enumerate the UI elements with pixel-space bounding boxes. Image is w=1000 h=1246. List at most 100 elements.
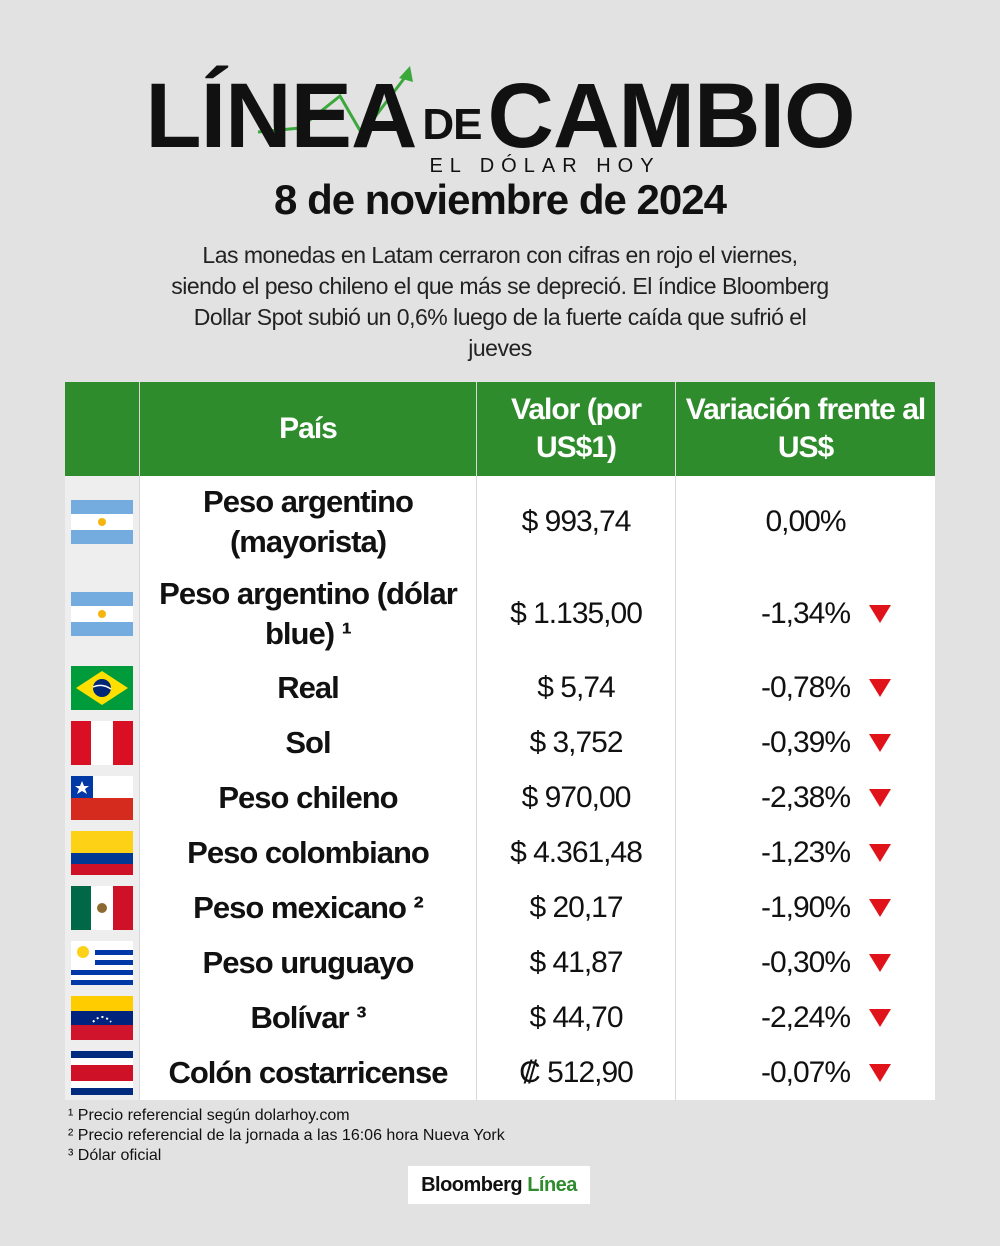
change-value: -2,38%: [760, 780, 851, 814]
flag-cell: [65, 715, 140, 770]
down-arrow-icon: [869, 733, 891, 752]
header-flag: [65, 382, 140, 476]
table-row: Colón costarricense ₡ 512,90 -0,07%: [65, 1045, 935, 1100]
flag-cell: [65, 880, 140, 935]
down-arrow-icon: [869, 605, 891, 623]
change-value: -0,78%: [760, 670, 851, 704]
flag-cell: [65, 990, 140, 1045]
change-cell: -0,30%: [675, 935, 935, 990]
date-heading: 8 de noviembre de 2024: [274, 176, 727, 223]
rate-value: $ 4.361,48: [476, 825, 676, 880]
change-value: -0,07%: [760, 1055, 851, 1089]
change-cell: -0,78%: [675, 660, 935, 715]
chile-flag-icon: [71, 775, 133, 820]
table-row: Peso colombiano $ 4.361,48 -1,23%: [65, 825, 935, 880]
change-cell: -1,90%: [675, 880, 935, 935]
table-row: Sol $ 3,752 -0,39%: [65, 715, 935, 770]
header-change: Variación frente al US$: [675, 382, 935, 476]
rate-value: $ 20,17: [476, 880, 676, 935]
table-row: Peso mexicano ² $ 20,17 -1,90%: [65, 880, 935, 935]
change-value: -1,90%: [760, 890, 851, 924]
uruguay-flag-icon: [71, 940, 133, 985]
table-row: Peso chileno $ 970,00 -2,38%: [65, 770, 935, 825]
change-value: -0,30%: [760, 945, 851, 979]
header-value: Valor (por US$1): [476, 382, 676, 476]
trend-arrow-icon: [257, 66, 413, 137]
logo-subtitle: EL DÓLAR HOY: [429, 155, 661, 177]
change-value: -2,24%: [760, 1000, 851, 1034]
rate-value: $ 41,87: [476, 935, 676, 990]
flag-cell: [65, 825, 140, 880]
logo: LÍNEA DECAMBIO EL DÓLAR HOY: [0, 60, 1000, 180]
change-cell: -1,23%: [675, 825, 935, 880]
bloomberg-linea-logo: Bloomberg Línea: [408, 1166, 590, 1204]
logo-word-de: DE: [422, 100, 482, 149]
down-arrow-icon: [869, 1008, 891, 1027]
down-arrow-icon: [869, 1063, 891, 1082]
change-value: -1,34%: [760, 597, 851, 630]
change-cell: 0,00%: [675, 476, 935, 568]
logo-word-cambio: CAMBIO: [487, 65, 856, 167]
table-row: Peso argentino (mayorista) $ 993,74 0,00%: [65, 476, 935, 568]
flag-cell: [65, 770, 140, 825]
flag-cell: [65, 568, 140, 660]
country-name: Sol: [139, 715, 477, 770]
country-name: Colón costarricense: [139, 1045, 477, 1100]
footnote-1: ¹ Precio referencial según dolarhoy.com: [68, 1107, 350, 1124]
table-row: Peso argentino (dólar blue) ¹ $ 1.135,00 -…: [65, 568, 935, 660]
flag-cell: [65, 1045, 140, 1100]
flag-cell: [65, 660, 140, 715]
brand-part2: Línea: [527, 1174, 577, 1196]
down-arrow-icon: [869, 843, 891, 862]
venezuela-flag-icon: [71, 995, 133, 1040]
country-name: Peso colombiano: [139, 825, 477, 880]
change-value: 0,00%: [765, 505, 846, 538]
costa-rica-flag-icon: [71, 1050, 133, 1095]
peru-flag-icon: [71, 720, 133, 765]
country-name: Bolívar ³: [139, 990, 477, 1045]
country-name: Peso chileno: [139, 770, 477, 825]
country-name: Real: [139, 660, 477, 715]
change-cell: -1,34%: [675, 568, 935, 660]
down-arrow-icon: [869, 788, 891, 807]
table-row: Bolívar ³ $ 44,70 -2,24%: [65, 990, 935, 1045]
down-arrow-icon: [869, 678, 891, 697]
country-name: Peso uruguayo: [139, 935, 477, 990]
country-name: Peso mexicano ²: [139, 880, 477, 935]
header-country: País: [139, 382, 477, 476]
brand-part1: Bloomberg: [421, 1174, 523, 1196]
rate-value: $ 970,00: [476, 770, 676, 825]
change-cell: -2,38%: [675, 770, 935, 825]
change-cell: -0,39%: [675, 715, 935, 770]
logo-word-linea: LÍNEA: [145, 65, 417, 167]
rate-value: $ 5,74: [476, 660, 676, 715]
change-cell: -0,07%: [675, 1045, 935, 1100]
colombia-flag-icon: [71, 830, 133, 875]
footnotes: ¹ Precio referencial según dolarhoy.com …: [68, 1106, 505, 1166]
footnote-3: ³ Dólar oficial: [68, 1147, 162, 1164]
rate-value: $ 44,70: [476, 990, 676, 1045]
mexico-flag-icon: [71, 885, 133, 930]
rate-value: $ 993,74: [476, 476, 676, 568]
change-value: -1,23%: [760, 835, 851, 869]
down-arrow-icon: [869, 953, 891, 972]
exchange-table: País Valor (por US$1) Variación frente a…: [65, 382, 935, 1100]
change-cell: -2,24%: [675, 990, 935, 1045]
logo-title: LÍNEA DECAMBIO: [0, 70, 1000, 162]
change-value: -0,39%: [760, 725, 851, 759]
table-row: Peso uruguayo $ 41,87 -0,30%: [65, 935, 935, 990]
flag-cell: [65, 476, 140, 568]
argentina-flag-icon: [71, 592, 133, 636]
table-row: Real $ 5,74 -0,78%: [65, 660, 935, 715]
country-name: Peso argentino (mayorista): [139, 476, 477, 568]
rate-value: $ 1.135,00: [476, 568, 676, 660]
intro-text: Las monedas en Latam cerraron con cifras…: [171, 242, 829, 361]
down-arrow-icon: [869, 898, 891, 917]
country-name: Peso argentino (dólar blue) ¹: [139, 568, 477, 660]
argentina-flag-icon: [71, 500, 133, 544]
rate-value: ₡ 512,90: [476, 1045, 676, 1100]
rate-value: $ 3,752: [476, 715, 676, 770]
brazil-flag-icon: [71, 665, 133, 710]
table-header-row: País Valor (por US$1) Variación frente a…: [65, 382, 935, 476]
flag-cell: [65, 935, 140, 990]
